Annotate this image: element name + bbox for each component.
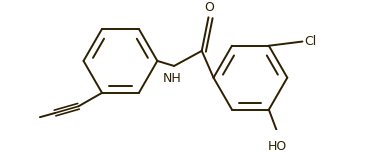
- Text: Cl: Cl: [304, 35, 316, 48]
- Text: O: O: [204, 1, 214, 14]
- Text: HO: HO: [268, 140, 287, 152]
- Text: NH: NH: [163, 72, 182, 85]
